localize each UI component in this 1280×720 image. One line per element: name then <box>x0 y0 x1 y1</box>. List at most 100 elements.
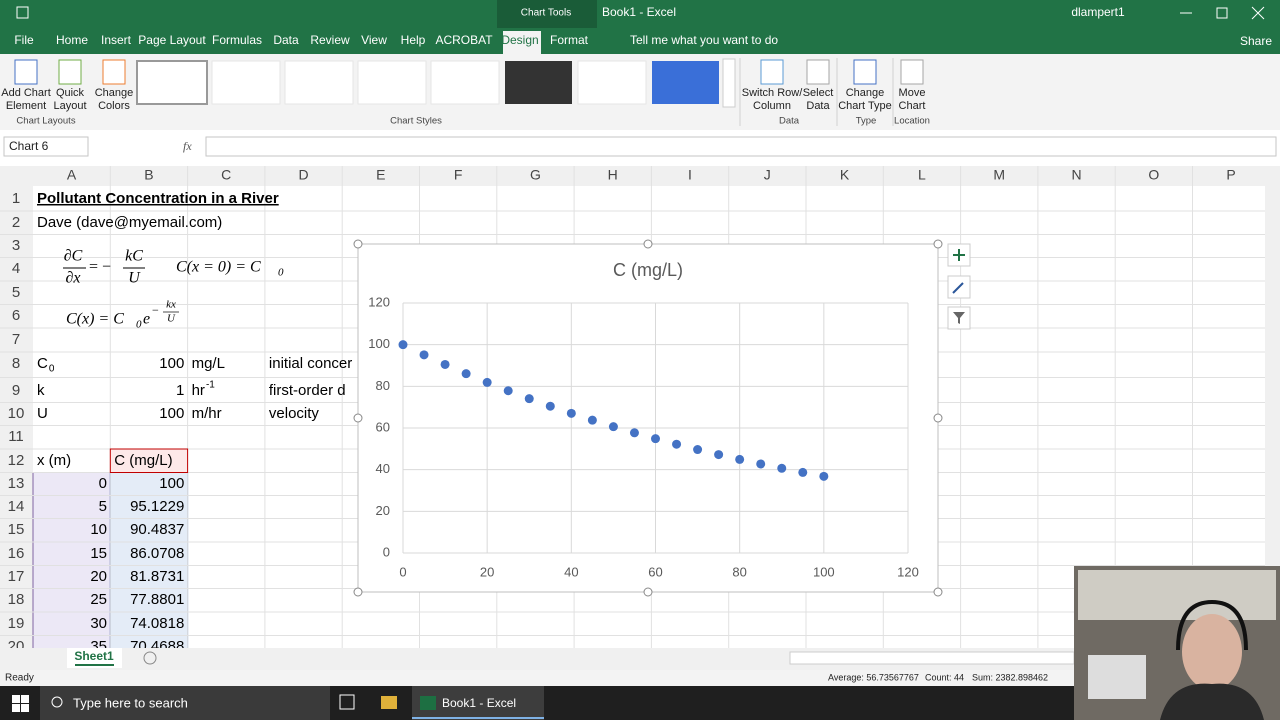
ribbon-tab[interactable]: Review <box>310 33 350 47</box>
ribbon-tab[interactable]: Page Layout <box>138 33 206 47</box>
name-box[interactable] <box>3 136 89 157</box>
resize-handle[interactable] <box>353 239 363 249</box>
style-scroll[interactable] <box>722 58 736 108</box>
style-thumb[interactable] <box>577 60 647 105</box>
ribbon-tab[interactable]: Help <box>401 33 426 47</box>
ribbon-button-icon[interactable] <box>102 59 126 85</box>
style-thumb[interactable] <box>430 60 500 105</box>
resize-handle[interactable] <box>933 587 943 597</box>
tell-me[interactable]: Tell me what you want to do <box>630 33 778 47</box>
column-header[interactable]: B <box>144 167 153 183</box>
row-header[interactable]: 18 <box>8 591 25 608</box>
ribbon-button-label[interactable]: Move <box>899 87 926 99</box>
column-header[interactable]: N <box>1071 167 1081 183</box>
ribbon-button-label[interactable]: Data <box>806 100 830 112</box>
ribbon-button-label[interactable]: Select <box>803 87 834 99</box>
ribbon-tab[interactable]: Format <box>550 33 589 47</box>
ribbon-tab[interactable]: Data <box>273 33 299 47</box>
column-header[interactable]: D <box>298 167 308 183</box>
resize-handle[interactable] <box>643 239 653 249</box>
row-header[interactable]: 20 <box>8 638 25 655</box>
file-explorer[interactable] <box>381 696 397 709</box>
column-header[interactable]: O <box>1148 167 1159 183</box>
column-header[interactable]: H <box>608 167 618 183</box>
style-thumb[interactable] <box>505 61 572 104</box>
column-header[interactable]: M <box>993 167 1005 183</box>
ribbon-tab[interactable]: View <box>361 33 387 47</box>
chart-area[interactable] <box>357 243 939 593</box>
window-controls[interactable] <box>1180 6 1265 20</box>
excel-task-label[interactable]: Book1 - Excel <box>442 696 516 710</box>
fx-button[interactable]: fx <box>183 139 192 153</box>
ribbon-button-label[interactable]: Element <box>6 100 46 112</box>
column-header[interactable]: L <box>918 167 926 183</box>
search-box[interactable] <box>40 686 330 720</box>
style-thumb[interactable] <box>211 60 281 105</box>
ribbon-button-label[interactable]: Chart <box>899 100 926 112</box>
row-header[interactable]: 15 <box>8 521 25 538</box>
style-thumb[interactable] <box>357 60 427 105</box>
ribbon-tab[interactable]: Formulas <box>212 33 262 47</box>
column-header[interactable]: C <box>221 167 231 183</box>
vertical-scrollbar[interactable] <box>1265 166 1280 648</box>
ribbon-button-icon[interactable] <box>14 59 38 85</box>
row-header[interactable]: 4 <box>12 260 20 277</box>
style-thumb[interactable] <box>136 60 208 105</box>
resize-handle[interactable] <box>643 587 653 597</box>
ribbon-button-icon[interactable] <box>853 59 877 85</box>
ribbon-button-icon[interactable] <box>760 59 784 85</box>
ribbon-tab[interactable]: Home <box>56 33 88 47</box>
row-header[interactable]: 12 <box>8 452 25 469</box>
row-header[interactable]: 8 <box>12 355 20 372</box>
style-thumb[interactable] <box>284 60 354 105</box>
chart[interactable]: C (mg/L) 0 20 40 60 80 100 120 0 20 40 60 80 100 120 <box>353 239 943 597</box>
sheet-tab-label[interactable]: Sheet1 <box>74 649 114 663</box>
column-header[interactable]: A <box>67 167 77 183</box>
column-header[interactable]: I <box>688 167 692 183</box>
search-placeholder[interactable]: Type here to search <box>73 695 188 710</box>
ribbon-button-icon[interactable] <box>58 59 82 85</box>
row-header[interactable]: 11 <box>8 428 24 445</box>
row-header[interactable]: 6 <box>12 307 20 324</box>
ribbon-button-label[interactable]: Quick <box>56 87 85 99</box>
resize-handle[interactable] <box>353 587 363 597</box>
ribbon-button-icon[interactable] <box>900 59 924 85</box>
chart-title[interactable]: C (mg/L) <box>613 260 683 280</box>
column-header[interactable]: K <box>840 167 850 183</box>
row-header[interactable]: 2 <box>12 214 20 231</box>
row-header[interactable]: 10 <box>8 405 25 422</box>
ribbon-button-label[interactable]: Colors <box>98 100 130 112</box>
row-header[interactable]: 7 <box>12 331 20 348</box>
user-name[interactable]: dlampert1 <box>1071 5 1125 19</box>
row-header[interactable]: 13 <box>8 475 25 492</box>
ribbon-tab[interactable]: ACROBAT <box>435 33 493 47</box>
ribbon-button-label[interactable]: Chart Type <box>838 100 892 112</box>
resize-handle[interactable] <box>933 239 943 249</box>
ribbon-button-label[interactable]: Change <box>846 87 885 99</box>
column-header[interactable]: G <box>530 167 541 183</box>
row-header[interactable]: 9 <box>12 382 20 399</box>
column-header[interactable]: F <box>454 167 463 183</box>
ribbon-tab[interactable]: Insert <box>101 33 132 47</box>
sheet-tab[interactable] <box>67 648 122 668</box>
resize-handle[interactable] <box>353 413 363 423</box>
formula-input[interactable] <box>205 136 1277 157</box>
row-header[interactable]: 17 <box>8 568 25 585</box>
add-sheet[interactable] <box>143 651 157 665</box>
row-header[interactable]: 5 <box>12 284 20 301</box>
ribbon-button-label[interactable]: Column <box>753 100 791 112</box>
column-header[interactable]: J <box>764 167 771 183</box>
style-thumb[interactable] <box>652 61 719 104</box>
ribbon-tab[interactable]: File <box>14 33 34 47</box>
row-header[interactable]: 14 <box>8 498 25 515</box>
row-header[interactable]: 1 <box>12 190 20 207</box>
ribbon-button-label[interactable]: Layout <box>53 100 86 112</box>
resize-handle[interactable] <box>933 413 943 423</box>
save-icon[interactable] <box>16 6 29 19</box>
ribbon-tab[interactable]: Design <box>501 33 538 47</box>
ribbon-button-icon[interactable] <box>806 59 830 85</box>
ribbon-button-label[interactable]: Change <box>95 87 134 99</box>
column-header[interactable]: E <box>376 167 385 183</box>
ribbon-button-label[interactable]: Switch Row/ <box>742 87 803 99</box>
share[interactable]: Share <box>1240 34 1272 48</box>
